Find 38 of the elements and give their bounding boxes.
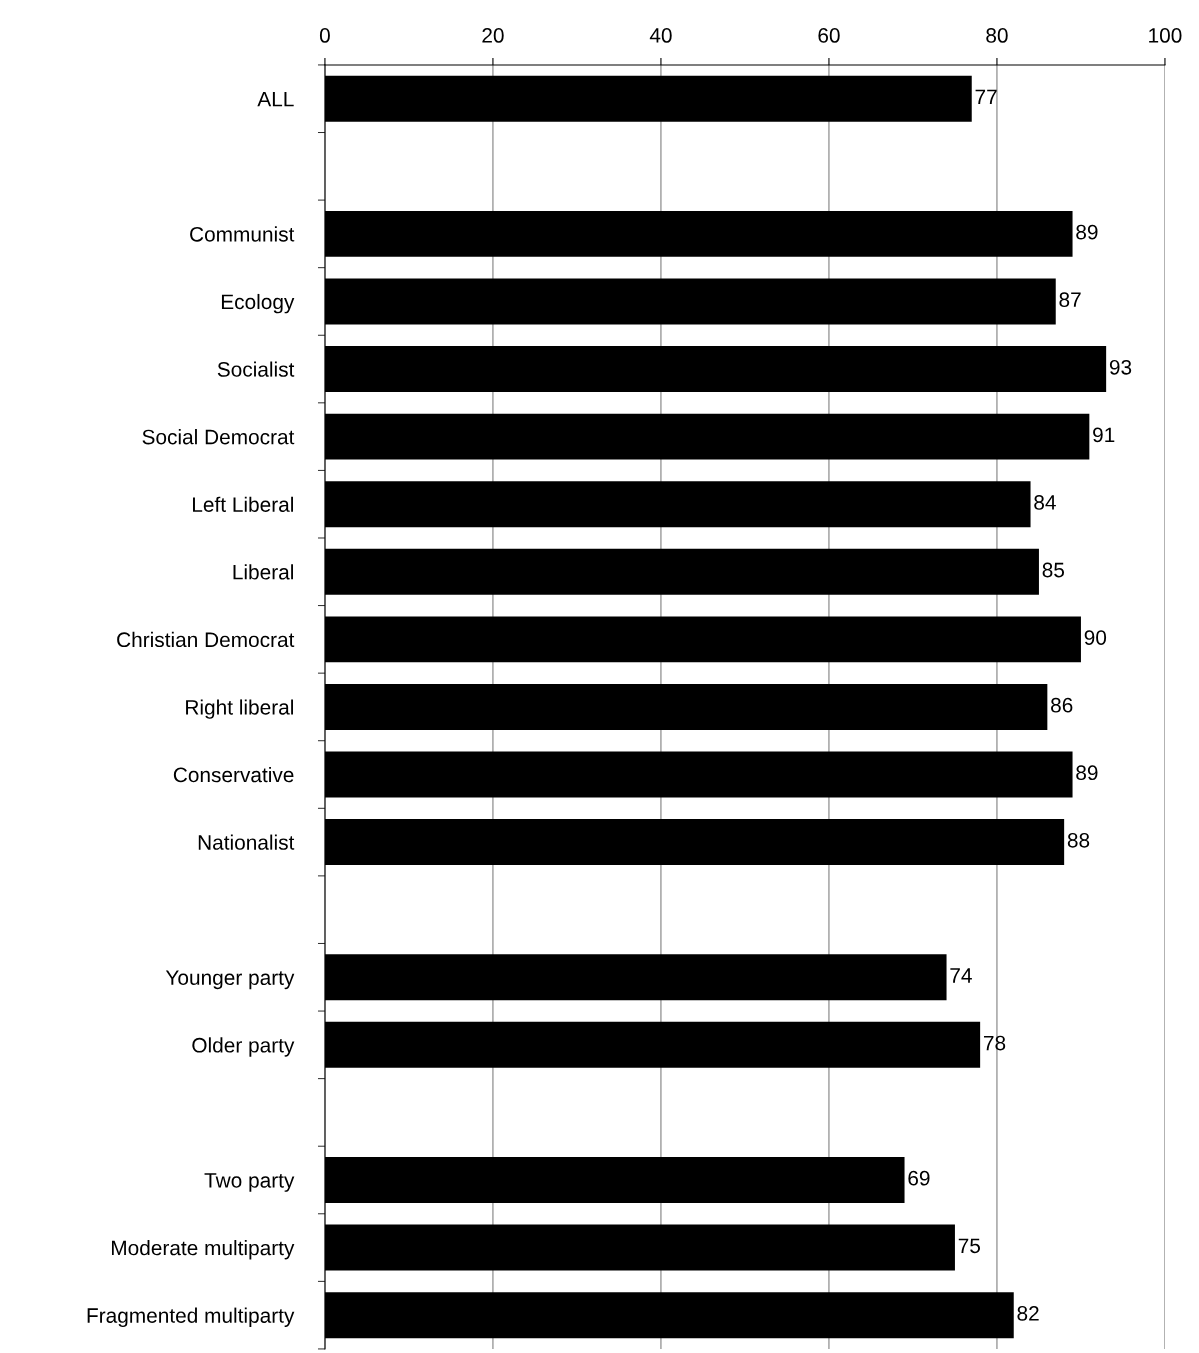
y-tick-label: Socialist [217,361,295,377]
y-tick-label: Christian Democrat [117,631,295,648]
data-label: 89 [1076,765,1098,781]
y-tick-label: Communist [190,226,295,242]
data-label: 82 [1017,1305,1039,1321]
data-label: 88 [1067,832,1090,848]
y-tick-label: Nationalist [198,834,295,850]
x-tick-label: 0 [319,28,330,43]
y-tick-label: Social Democrat [142,429,295,445]
y-tick-label: Ecology [221,293,295,314]
y-tick-label: ALL [257,91,294,107]
data-label: 75 [958,1238,981,1254]
y-tick-label: Moderate multiparty [111,1240,295,1260]
x-tick-label: 40 [649,28,672,43]
data-label: 91 [1093,427,1115,443]
y-tick-label: Left Liberal [193,496,293,512]
data-label: 90 [1084,630,1107,645]
x-tick-label: 20 [482,28,504,43]
data-label: 87 [1059,292,1081,308]
y-tick-label: Conservative [173,766,294,783]
y-tick-label: Liberal [233,564,293,580]
y-tick-label: Right liberal [186,699,293,719]
data-label: 85 [1042,562,1065,578]
y-tick-label: Older party [192,1037,295,1057]
data-label: 89 [1076,224,1098,240]
y-tick-label: Fragmented multiparty [87,1307,295,1328]
data-label: 84 [1034,495,1056,510]
data-label: 78 [983,1035,1006,1051]
y-tick-label: Two party [204,1173,295,1192]
data-label: 74 [950,968,972,983]
x-tick-label: 100 [1149,28,1182,43]
data-label: 77 [975,89,997,105]
data-label: 69 [908,1170,930,1186]
x-tick-label: 60 [818,28,840,43]
x-tick-label: 80 [986,28,1008,43]
y-tick-label: Younger party [165,970,295,990]
data-label: 93 [1109,359,1132,375]
data-label: 86 [1051,697,1073,713]
